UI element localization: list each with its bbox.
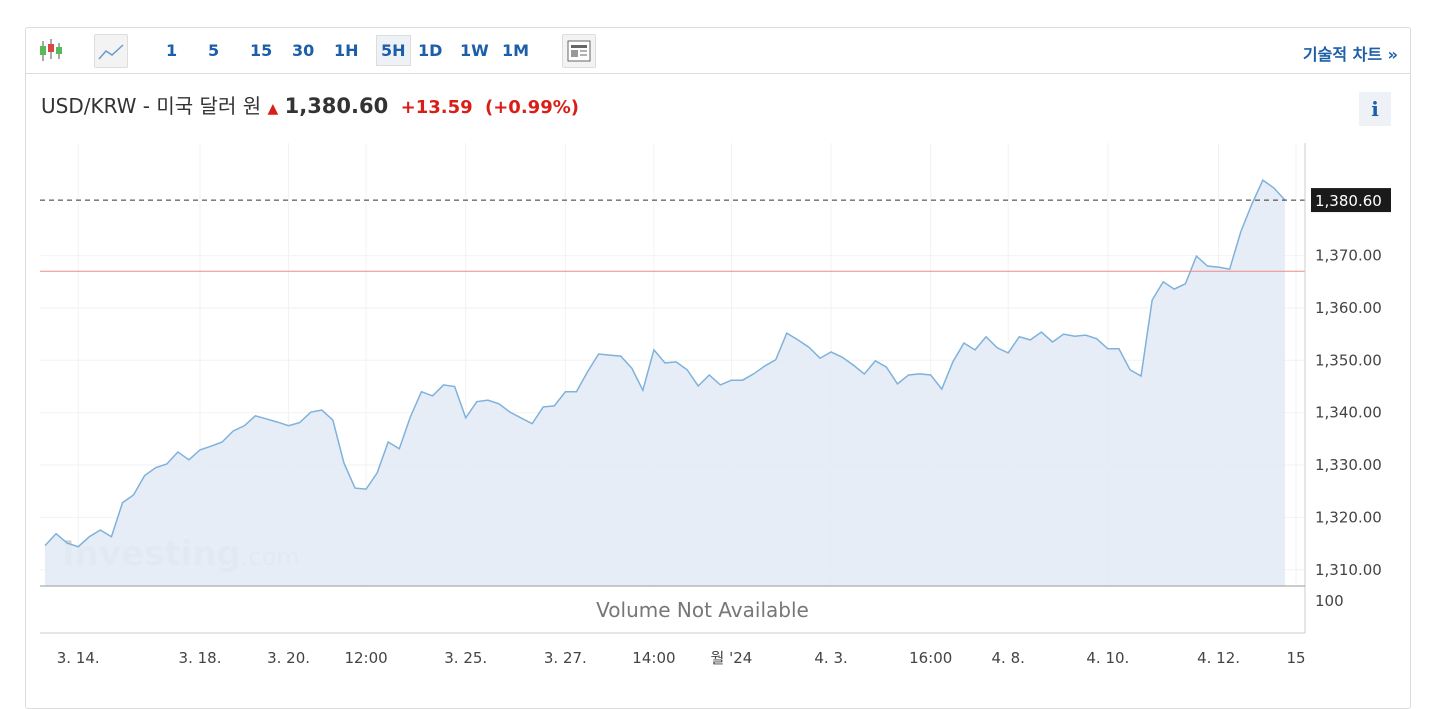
y-tick-label: 1,360.00 (1315, 299, 1382, 317)
interval-button[interactable]: 1W (460, 41, 489, 60)
x-tick-label: 3. 20. (267, 649, 310, 667)
quote-change: +13.59 (400, 97, 473, 118)
area-fill (45, 180, 1285, 587)
x-tick-label: 3. 14. (57, 649, 100, 667)
volume-message: Volume Not Available (596, 598, 809, 622)
interval-button[interactable]: 30 (292, 41, 315, 60)
quote-title: USD/KRW - 미국 달러 원 (41, 94, 262, 118)
x-tick-label: 15 (1287, 649, 1306, 667)
volume-tick-label: 100 (1315, 592, 1344, 610)
news-icon[interactable] (562, 34, 596, 68)
interval-button[interactable]: 15 (250, 41, 273, 60)
interval-button[interactable]: 5H (376, 35, 411, 66)
x-tick-label: 4. 3. (814, 649, 847, 667)
last-price-box (1311, 188, 1391, 213)
x-tick-label: 14:00 (632, 649, 675, 667)
technical-chart-link[interactable]: 기술적 차트 » (1302, 45, 1398, 64)
interval-button[interactable]: 1 (166, 41, 178, 60)
x-tick-label: 12:00 (344, 649, 387, 667)
x-tick-label: 4. 8. (992, 649, 1025, 667)
price-line (44, 179, 1286, 548)
x-tick-label: 3. 18. (179, 649, 222, 667)
y-tick-label: 1,320.00 (1315, 508, 1382, 526)
x-tick-label: 월 '24 (711, 649, 753, 667)
info-button[interactable]: i (1359, 92, 1391, 126)
y-tick-label: 1,330.00 (1315, 456, 1382, 474)
quote-header: USD/KRW - 미국 달러 원 ▲ 1,380.60 +13.59 (+0.… (41, 90, 579, 119)
up-arrow: ▲ (267, 101, 279, 117)
x-tick-label: 4. 12. (1197, 649, 1240, 667)
interval-button[interactable]: 1H (334, 41, 359, 60)
interval-button[interactable]: 1M (502, 41, 530, 60)
x-tick-label: 16:00 (909, 649, 952, 667)
toolbar: 1 5 15 30 1H 5H 1D 1W 1M 기술적 차트 » (26, 28, 1410, 74)
x-tick-label: 4. 10. (1086, 649, 1129, 667)
y-tick-label: 1,370.00 (1315, 247, 1382, 265)
chart-widget: 1 5 15 30 1H 5H 1D 1W 1M 기술적 차트 » USD/KRW - 미국 달… (25, 27, 1411, 709)
interval-button[interactable]: 5 (208, 41, 220, 60)
interval-button[interactable]: 1D (418, 41, 443, 60)
y-tick-label: 1,340.00 (1315, 404, 1382, 422)
y-tick-label: 1,350.00 (1315, 351, 1382, 369)
area-icon[interactable] (94, 34, 128, 68)
candle-icon[interactable] (34, 34, 68, 68)
x-tick-label: 3. 27. (544, 649, 587, 667)
quote-percent: (+0.99%) (485, 97, 579, 118)
y-tick-label: 1,310.00 (1315, 561, 1382, 579)
last-price-label: 1,380.60 (1315, 192, 1382, 210)
x-tick-label: 3. 25. (444, 649, 487, 667)
quote-price: 1,380.60 (284, 94, 389, 118)
